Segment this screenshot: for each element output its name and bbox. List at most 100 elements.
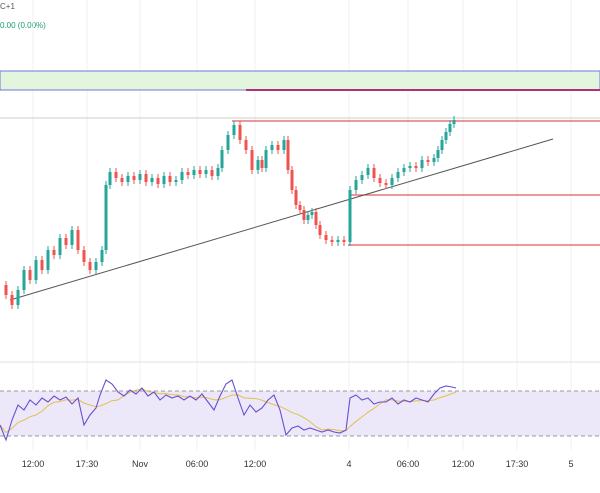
candle-body bbox=[220, 150, 224, 168]
rsi-line bbox=[0, 379, 457, 442]
candle-body bbox=[426, 160, 430, 162]
candle-body bbox=[402, 168, 406, 172]
candle-body bbox=[306, 215, 310, 220]
candle-body bbox=[372, 168, 376, 178]
candle-body bbox=[250, 150, 254, 170]
candle-body bbox=[336, 240, 340, 242]
time-axis: 12:00 17:30 Nov 06:00 12:00 4 06:00 12:0… bbox=[0, 455, 600, 475]
candle-body bbox=[156, 178, 160, 184]
candle-body bbox=[354, 180, 358, 190]
candle-body bbox=[298, 205, 302, 210]
time-tick: 5 bbox=[568, 459, 574, 469]
candle-body bbox=[290, 170, 294, 190]
candle-body bbox=[204, 170, 208, 174]
candle-body bbox=[420, 160, 424, 168]
candle-body bbox=[100, 250, 104, 262]
candle-body bbox=[444, 132, 448, 140]
candle-body bbox=[162, 176, 166, 184]
time-tick: 12:00 bbox=[243, 459, 267, 469]
candle-body bbox=[64, 238, 68, 245]
candle-body bbox=[276, 145, 280, 150]
candle-body bbox=[192, 170, 196, 175]
candle-body bbox=[120, 178, 124, 182]
candle-body bbox=[126, 176, 130, 182]
time-tick: Nov bbox=[131, 459, 149, 469]
candle-body bbox=[270, 145, 274, 150]
candle-body bbox=[76, 230, 80, 250]
candle-body bbox=[82, 250, 86, 262]
time-tick: 17:30 bbox=[75, 459, 99, 469]
candle-body bbox=[94, 262, 98, 270]
candle-body bbox=[378, 178, 382, 183]
rsi-panel bbox=[0, 379, 600, 442]
chart-grid bbox=[32, 0, 572, 450]
candle-body bbox=[408, 166, 412, 168]
candle-body bbox=[318, 225, 322, 235]
candle-body bbox=[46, 250, 50, 270]
candle-body bbox=[414, 166, 418, 168]
candle-body bbox=[174, 180, 178, 182]
candle-body bbox=[104, 185, 108, 250]
candle-body bbox=[366, 168, 370, 175]
candle-body bbox=[256, 160, 260, 170]
candle-body bbox=[330, 240, 334, 242]
candle-body bbox=[168, 176, 172, 182]
candle-body bbox=[88, 262, 92, 270]
price-change: 0.00 (0.00%) bbox=[0, 21, 46, 30]
candle-body bbox=[396, 172, 400, 178]
candle-body bbox=[348, 190, 352, 242]
candle-body bbox=[260, 160, 264, 168]
candle-body bbox=[432, 158, 436, 162]
trendline bbox=[9, 138, 554, 301]
candle-body bbox=[70, 230, 74, 245]
time-tick: 4 bbox=[346, 459, 352, 469]
time-tick: 17:30 bbox=[505, 459, 529, 469]
candle-body bbox=[244, 140, 248, 150]
candle-body bbox=[52, 250, 56, 255]
candle-body bbox=[58, 238, 62, 255]
candle-body bbox=[452, 120, 456, 124]
candle-body bbox=[314, 212, 318, 225]
candle-body bbox=[22, 270, 26, 290]
time-tick: 12:00 bbox=[21, 459, 45, 469]
candle-body bbox=[226, 135, 230, 150]
candle-body bbox=[286, 140, 290, 170]
candle-body bbox=[138, 174, 142, 180]
candle-body bbox=[132, 176, 136, 180]
candle-body bbox=[448, 124, 452, 132]
candle-body bbox=[180, 172, 184, 180]
candle-body bbox=[186, 172, 190, 175]
candle-body bbox=[144, 174, 148, 182]
candle-body bbox=[150, 178, 154, 182]
candle-body bbox=[302, 210, 306, 220]
candle-body bbox=[294, 190, 298, 205]
time-tick: 06:00 bbox=[396, 459, 420, 469]
candle-body bbox=[34, 260, 38, 280]
candle-body bbox=[16, 290, 20, 305]
candle-body bbox=[282, 140, 286, 150]
candle-body bbox=[114, 172, 118, 178]
rsi-band bbox=[0, 391, 600, 436]
supply-zone bbox=[0, 70, 600, 91]
candle-body bbox=[28, 270, 32, 280]
candle-body bbox=[324, 235, 328, 240]
candle-body bbox=[390, 178, 394, 185]
candle-body bbox=[210, 170, 214, 176]
candle-body bbox=[232, 125, 236, 135]
candle-body bbox=[216, 168, 220, 176]
candle-body bbox=[360, 175, 364, 180]
candle-body bbox=[40, 260, 44, 270]
symbol-fragment: C+1 bbox=[0, 2, 15, 11]
candle-body bbox=[384, 183, 388, 185]
candle-body bbox=[264, 150, 268, 168]
time-tick: 06:00 bbox=[185, 459, 209, 469]
candle-body bbox=[4, 285, 8, 295]
candle-body bbox=[238, 125, 242, 140]
candle-body bbox=[10, 295, 14, 305]
candle-body bbox=[108, 172, 112, 185]
candle-body bbox=[436, 150, 440, 158]
candle-body bbox=[440, 140, 444, 150]
candlestick-series bbox=[4, 116, 456, 309]
